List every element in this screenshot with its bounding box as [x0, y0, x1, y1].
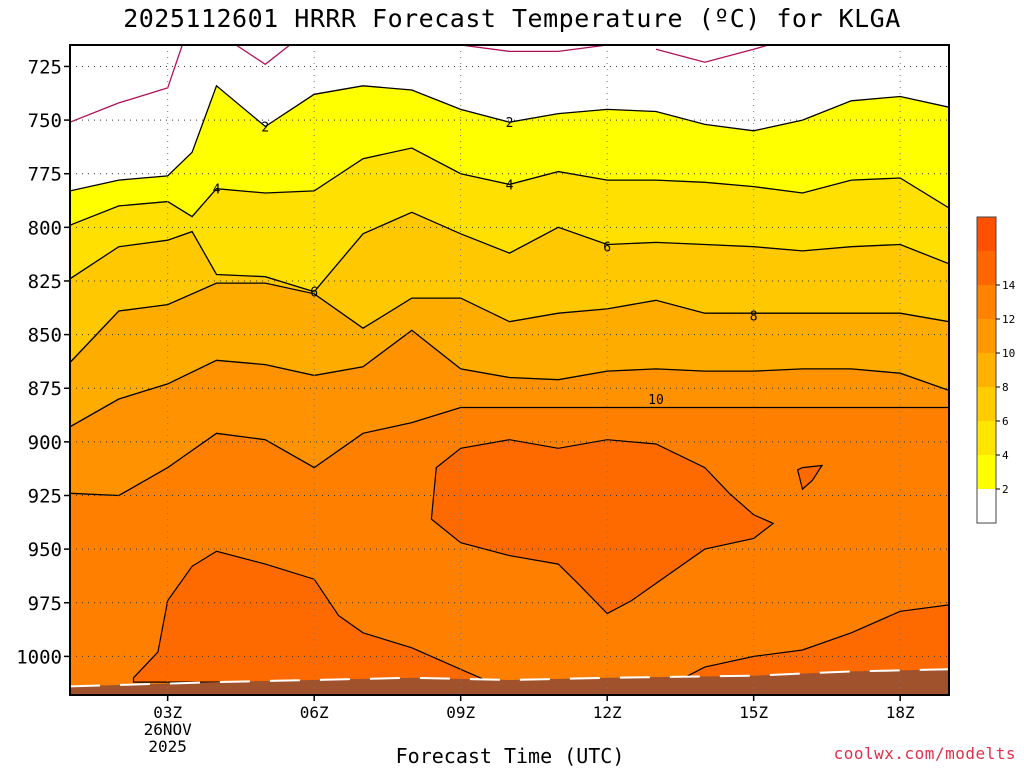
plot-area: 2 2 4 4 6 6 8 10: [70, 45, 949, 695]
y-tick-label: 875: [28, 378, 62, 400]
y-tick-label: 850: [28, 325, 62, 347]
contour-line-0: [460, 45, 608, 53]
colorbar-label: 10: [1002, 347, 1015, 360]
contour-line-0: [655, 45, 769, 63]
contour-label: 10: [648, 393, 664, 408]
y-tick-label: 975: [28, 593, 62, 615]
contour-label: 4: [506, 178, 514, 193]
contour-line-12: [70, 406, 949, 497]
colorbar-swatch: [977, 285, 996, 319]
contour-label: 2: [261, 121, 269, 136]
colorbar: 2 4 6 8 10 12 14: [976, 216, 1016, 524]
y-tick-label: 925: [28, 485, 62, 507]
chart-title: 2025112601 HRRR Forecast Temperature (ºC…: [123, 4, 901, 33]
x-axis-label: Forecast Time (UTC): [395, 744, 625, 768]
colorbar-swatch: [977, 251, 996, 285]
warm-core-3: [675, 604, 949, 683]
x-year-label: 2025: [148, 737, 187, 756]
colorbar-swatch: [977, 455, 996, 489]
colorbar-label: 4: [1002, 449, 1009, 462]
colorbar-label: 12: [1002, 313, 1015, 326]
x-tick-label: 12Z: [593, 703, 622, 722]
colorbar-swatch: [977, 387, 996, 421]
y-tick-label: 775: [28, 164, 62, 186]
y-tick-label: 825: [28, 271, 62, 293]
contour-line-2: [70, 84, 949, 192]
colorbar-swatch: [977, 489, 996, 523]
source-credit-link[interactable]: coolwx.com/modelts: [833, 744, 1016, 763]
x-tick-label: 09Z: [446, 703, 475, 722]
y-tick-label: 950: [28, 539, 62, 561]
colorbar-label: 2: [1002, 483, 1009, 496]
colorbar-swatch: [977, 319, 996, 353]
y-tick-label: 800: [28, 217, 62, 239]
contour-label: 6: [603, 241, 611, 256]
colorbar-swatch: [977, 421, 996, 455]
y-tick-label: 750: [28, 110, 62, 132]
axes: 725 750 775 800 825 850 875 900 925 950 975 1000 03Z…: [16, 44, 950, 756]
colorbar-swatch: [977, 353, 996, 387]
ground-surface: [70, 669, 949, 695]
contour-line-4: [70, 147, 949, 226]
x-tick-label: 15Z: [739, 703, 768, 722]
ground-edge: [70, 668, 949, 688]
contour-line-8: [70, 282, 949, 363]
contour-line-0: [235, 45, 291, 66]
y-tick-label: 725: [28, 56, 62, 78]
contour-line-0: [70, 45, 183, 123]
contour-label: 6: [310, 286, 318, 301]
warm-core-1: [796, 464, 824, 491]
contour-line-6: [70, 211, 949, 293]
colorbar-frame: [976, 216, 997, 524]
y-tick-label: 900: [28, 432, 62, 454]
colorbar-label: 8: [1002, 381, 1009, 394]
colorbar-label: 6: [1002, 415, 1009, 428]
contour-line-10: [70, 329, 949, 428]
contour-fills: 2 2 4 4 6 6 8 10: [70, 45, 949, 695]
x-tick-label: 03Z: [153, 703, 182, 722]
x-tick-label: 18Z: [886, 703, 915, 722]
colorbar-swatch: [977, 217, 996, 251]
x-date-label: 26NOV: [144, 720, 193, 739]
contour-label: 4: [213, 183, 221, 198]
contour-label: 8: [750, 309, 758, 324]
contour-label: 2: [506, 116, 514, 131]
colorbar-label: 14: [1002, 279, 1016, 292]
plot-frame: [69, 44, 950, 696]
y-tick-label: 1000: [16, 646, 62, 668]
x-tick-label: 06Z: [300, 703, 329, 722]
warm-core-0: [430, 439, 775, 615]
